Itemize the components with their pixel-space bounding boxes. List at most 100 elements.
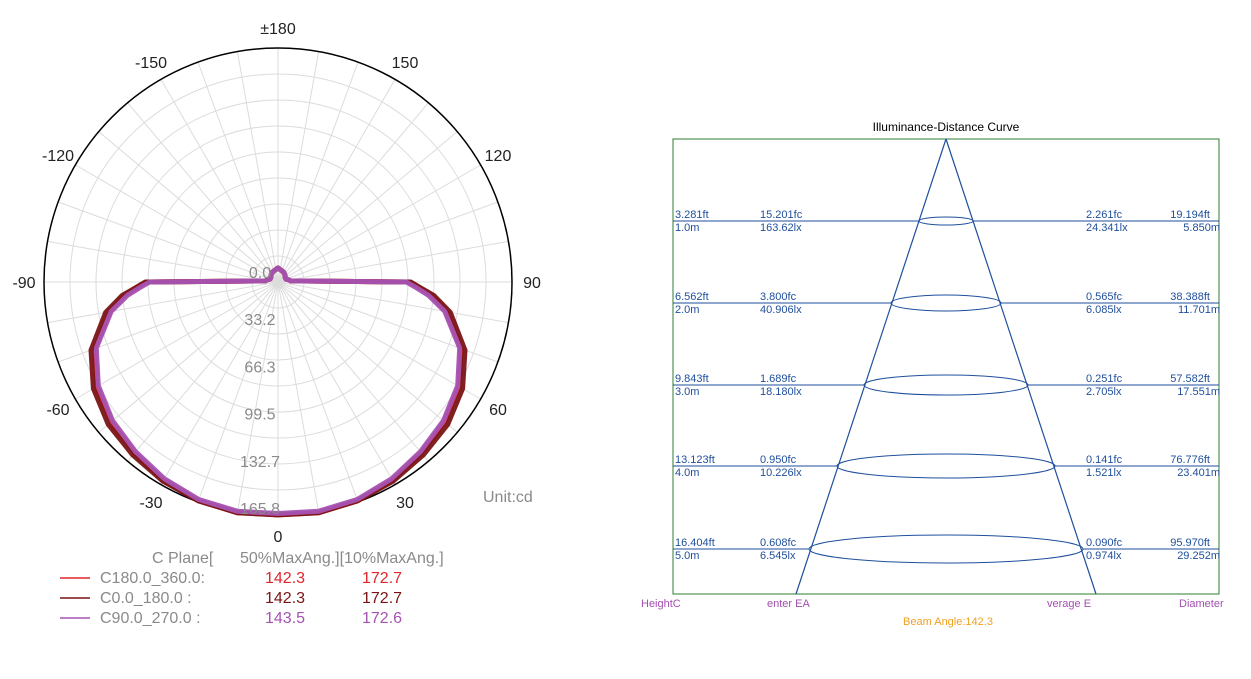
polar-angle-label: 0 (274, 529, 283, 546)
footer-average-label: verage E (1047, 598, 1091, 610)
row-center-fc: 3.800fc (760, 291, 797, 303)
polar-grid-spoke (47, 240, 279, 283)
polar-grid-spoke (277, 281, 396, 485)
polar-grid-spoke (57, 201, 279, 283)
legend-tenth-angle: 172.6 (362, 610, 402, 627)
polar-grid-spoke (277, 281, 320, 513)
row-height-m: 1.0m (675, 222, 699, 234)
polar-grid-spoke (127, 102, 279, 283)
beam-edge-left (795, 138, 947, 595)
row-diameter-m: 17.551m (1177, 386, 1220, 398)
row-center-lx: 18.180lx (760, 386, 802, 398)
unit-label: Unit:cd (483, 489, 533, 506)
polar-radial-label: 132.7 (240, 454, 280, 471)
polar-grid-spoke (277, 281, 359, 503)
polar-grid-spoke (75, 164, 279, 283)
polar-angle-label: -120 (42, 148, 74, 165)
legend-rows: C180.0_360.0: 142.3 172.7 C0.0_180.0 : 142.3… (60, 570, 402, 627)
row-height-ft: 6.562ft (675, 291, 709, 303)
row-diameter-ft: 38.388ft (1170, 291, 1210, 303)
legend-half-angle: 143.5 (265, 610, 305, 627)
beam-angle-label: Beam Angle:142.3 (903, 616, 993, 628)
polar-angle-label: 120 (485, 148, 512, 165)
polar-angle-label: 150 (392, 55, 419, 72)
row-diameter-ft: 19.194ft (1170, 209, 1210, 221)
row-center-lx: 40.906lx (760, 304, 802, 316)
legend-half-angle: 142.3 (265, 590, 305, 607)
row-diameter-m: 5.850m (1183, 222, 1220, 234)
footer-diameter-label: Diameter (1179, 598, 1224, 610)
beam-ellipse (918, 216, 974, 226)
polar-grid-spoke (277, 281, 429, 462)
row-height-ft: 3.281ft (675, 209, 709, 221)
polar-grid-spoke (75, 281, 279, 400)
polar-grid-spoke (277, 79, 396, 283)
row-center-fc: 1.689fc (760, 373, 797, 385)
polar-grid-spoke (277, 164, 481, 283)
row-center-fc: 15.201fc (760, 209, 803, 221)
legend-series-name: C0.0_180.0 : (100, 590, 192, 607)
row-height-ft: 13.123ft (675, 454, 715, 466)
row-center-fc: 0.950fc (760, 454, 797, 466)
footer-center-label: enter EA (767, 598, 810, 610)
row-height-ft: 16.404ft (675, 537, 715, 549)
row-height-m: 4.0m (675, 467, 699, 479)
polar-grid-spoke (277, 281, 481, 400)
polar-grid-spoke (236, 51, 279, 283)
beam-ellipse (808, 534, 1084, 564)
polar-angle-label: 60 (489, 402, 507, 419)
row-average-fc: 2.261fc (1086, 209, 1123, 221)
polar-grid-spoke (277, 201, 499, 283)
polar-grid-spoke (160, 79, 279, 283)
row-height-m: 5.0m (675, 550, 699, 562)
row-diameter-m: 11.701m (1178, 304, 1220, 316)
row-diameter-m: 23.401m (1177, 467, 1220, 479)
distance-chart-title: Illuminance-Distance Curve (873, 120, 1020, 134)
polar-radial-label: 0.0 (249, 265, 271, 282)
row-center-lx: 6.545lx (760, 550, 796, 562)
polar-radial-label: 165.8 (240, 501, 280, 518)
row-average-fc: 0.141fc (1086, 454, 1123, 466)
polar-angle-label: -90 (12, 275, 35, 292)
legend-tenth-angle: 172.7 (362, 590, 402, 607)
row-center-fc: 0.608fc (760, 537, 797, 549)
polar-radial-label: 33.2 (244, 312, 275, 329)
polar-grid-spoke (127, 281, 279, 462)
row-average-lx: 2.705lx (1086, 386, 1122, 398)
row-average-fc: 0.565fc (1086, 291, 1123, 303)
distance-chart-frame (672, 138, 1220, 595)
polar-radial-labels: 0.0 33.2 66.3 99.5 132.7 165.8 (240, 265, 280, 518)
beam-ellipse (890, 294, 1002, 312)
row-center-lx: 10.226lx (760, 467, 802, 479)
polar-grid-spoke (197, 281, 279, 503)
polar-angle-label: -30 (139, 495, 162, 512)
beam-geometry (673, 138, 1219, 595)
legend-tenth-angle: 172.7 (362, 570, 402, 587)
polar-grid-spoke (236, 281, 279, 513)
polar-grid-spoke (277, 131, 458, 283)
polar-radial-label: 99.5 (244, 407, 275, 424)
row-average-fc: 0.251fc (1086, 373, 1123, 385)
polar-legend: C Plane[ 50%MaxAng.][10%MaxAng.] C180.0_… (60, 550, 444, 627)
polar-intensity-chart: 0.0 33.2 66.3 99.5 132.7 165.8 ±180 150 120 90 60… (12, 21, 541, 546)
polar-angle-label: -150 (135, 55, 167, 72)
row-height-ft: 9.843ft (675, 373, 709, 385)
polar-grid-spoke (160, 281, 279, 485)
row-height-m: 2.0m (675, 304, 699, 316)
footer-height-label: HeightC (641, 598, 681, 610)
polar-grid-spoke (277, 281, 458, 433)
polar-grid-spoke (277, 281, 509, 324)
beam-ellipse (863, 374, 1029, 396)
polar-curves (88, 265, 468, 518)
polar-grid-spoke (277, 61, 359, 283)
polar-grid (44, 48, 512, 516)
row-average-lx: 1.521lx (1086, 467, 1122, 479)
polar-grid-spoke (98, 131, 279, 283)
polar-grid-spoke (47, 281, 279, 324)
legend-series-name: C180.0_360.0: (100, 570, 205, 587)
row-diameter-ft: 95.970ft (1170, 537, 1210, 549)
polar-angle-label: 90 (523, 275, 541, 292)
